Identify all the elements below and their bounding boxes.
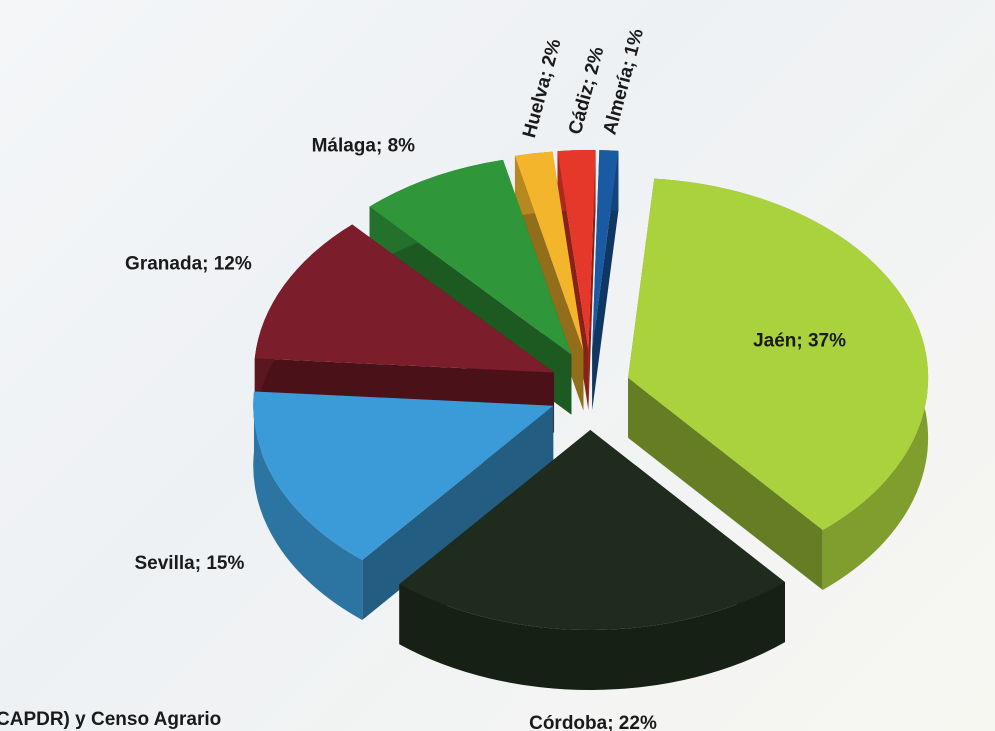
slice [592, 150, 619, 411]
slice-side [588, 150, 596, 411]
data-label: Sevilla; 15% [135, 553, 245, 574]
data-label: Granada; 12% [125, 254, 252, 275]
slice [369, 159, 572, 415]
slice-top [399, 429, 785, 630]
slice-top [254, 224, 555, 373]
slice-top [592, 150, 619, 351]
data-label: Huelva; 2% [519, 37, 566, 140]
slice-rim [399, 582, 785, 690]
data-label: Córdoba; 22% [529, 713, 657, 731]
slice-top [628, 178, 929, 531]
slice-top [557, 150, 596, 351]
slice-top [369, 159, 572, 355]
slice-side [628, 377, 823, 591]
slice [253, 391, 554, 620]
slice [399, 429, 785, 690]
data-label: Almería; 1% [600, 26, 648, 137]
slice-top [253, 391, 554, 560]
slice [628, 178, 929, 591]
slice-top [514, 151, 584, 351]
source-note: CAPDR) y Censo Agrario [0, 709, 221, 730]
data-label: Málaga; 8% [312, 135, 416, 156]
slice-rim [253, 391, 363, 620]
slice-side [592, 150, 619, 411]
data-label: Jaén; 37% [753, 330, 846, 351]
